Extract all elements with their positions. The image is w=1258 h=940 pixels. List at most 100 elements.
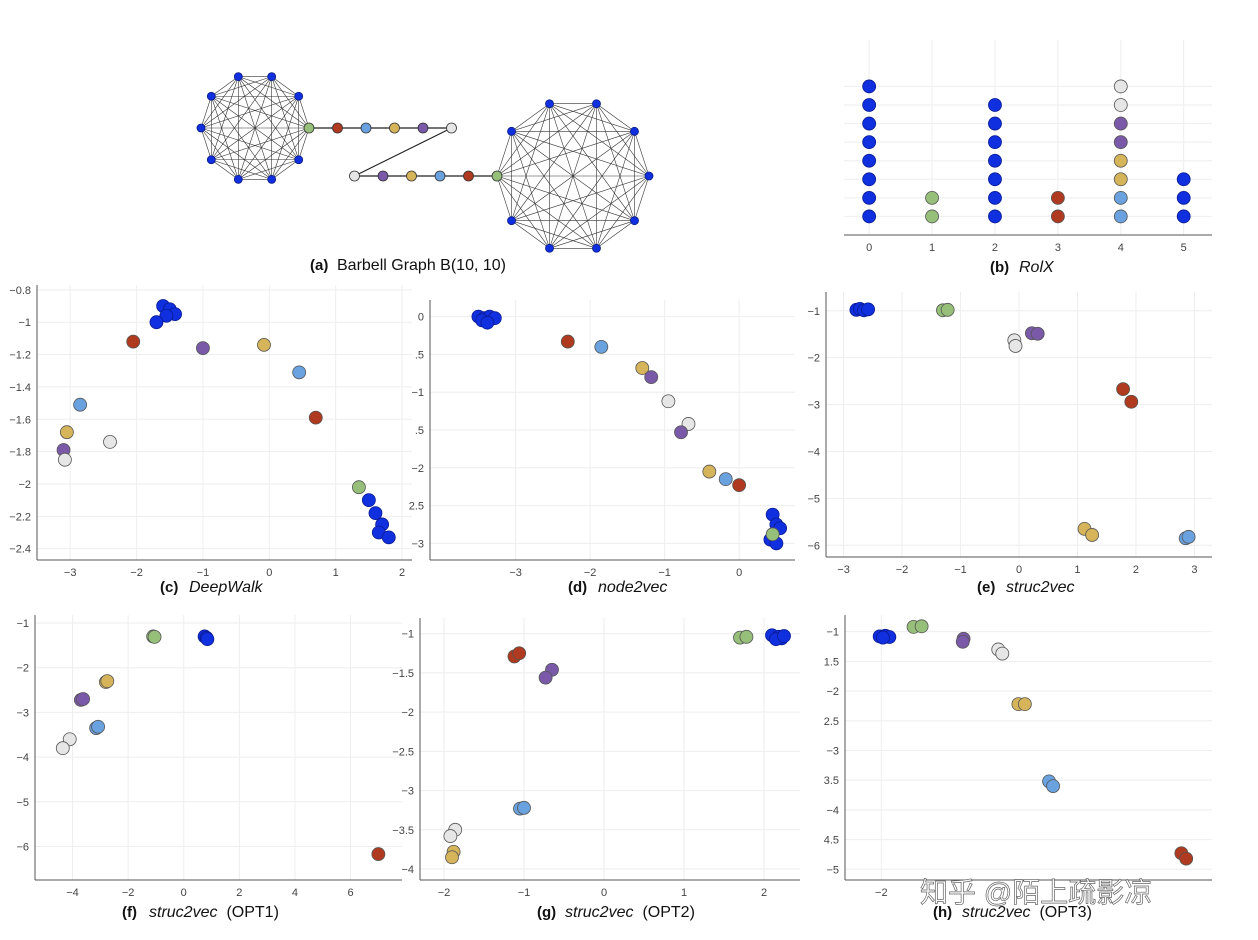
point-blue xyxy=(862,116,877,131)
clique-left-edge xyxy=(271,159,299,180)
point-white xyxy=(103,435,117,449)
point-gold xyxy=(1113,172,1128,187)
point-blue xyxy=(1176,190,1191,205)
panel-f-struc2vec-opt1-plot: −4 −2 0 2 4 6 −1 −2 −3 −4 −5 −6 xyxy=(16,615,402,899)
x-tick-label: 1 xyxy=(333,567,339,579)
path-bridge-edge xyxy=(354,127,452,177)
clique-right-edge xyxy=(549,131,635,249)
point-red xyxy=(560,334,575,349)
point-purple xyxy=(1113,135,1128,150)
point-blue xyxy=(862,135,877,150)
x-tick-label: 0 xyxy=(1016,564,1022,576)
point-blue xyxy=(862,79,877,94)
clique-right-edge xyxy=(511,103,550,132)
point-blue xyxy=(1176,209,1191,224)
caption-h-label: (h) xyxy=(933,904,952,921)
point-green xyxy=(739,629,754,644)
clique-right-edge xyxy=(496,103,550,177)
caption-a-title: Barbell Graph B(10, 10) xyxy=(337,257,506,274)
caption-h-suffix: (OPT3) xyxy=(1035,904,1092,921)
x-tick-label: 4 xyxy=(292,887,298,899)
clique-right-edge xyxy=(511,103,550,221)
clique-left-edge xyxy=(211,96,239,180)
clique-right-edge xyxy=(596,220,635,249)
point-lightblue xyxy=(1113,190,1128,205)
clique-left-edge xyxy=(200,96,212,129)
panel-e-struc2vec-plot: −3 −2 −1 0 1 2 3 −1 −2 −3 −4 −5 −6 xyxy=(807,292,1212,576)
clique-left-edge xyxy=(211,76,272,160)
clique-right-edge xyxy=(634,175,650,221)
point-blue xyxy=(361,493,376,508)
path-node-lightblue xyxy=(360,122,372,134)
clique-left-edge xyxy=(271,76,299,97)
point-blue xyxy=(988,209,1002,224)
y-tick-label: −2.5 xyxy=(392,746,414,758)
clique-right-node xyxy=(507,216,516,226)
caption-e-label: (e) xyxy=(977,579,995,596)
y-tick-label: −1.8 xyxy=(9,447,31,459)
y-tick-label: −0.8 xyxy=(9,285,31,297)
x-tick-label: −1 xyxy=(658,567,671,579)
point-lightblue xyxy=(1113,209,1128,224)
point-white xyxy=(55,741,70,756)
point-blue xyxy=(777,629,791,643)
y-tick-label: −4 xyxy=(826,805,839,817)
x-tick-label: 2 xyxy=(761,887,767,899)
point-blue xyxy=(862,153,877,168)
y-tick-label: −2 xyxy=(411,463,424,475)
point-green xyxy=(352,480,366,495)
clique-left-edge xyxy=(211,96,299,160)
caption-d: (d) node2vec xyxy=(568,579,667,596)
point-red xyxy=(1050,190,1065,205)
x-tick-label: −4 xyxy=(66,887,79,899)
panel-b-rolx-plot: 0 1 2 3 4 5 xyxy=(844,40,1212,254)
clique-right-node xyxy=(592,99,601,109)
y-tick-label: .5 xyxy=(415,425,424,437)
x-tick-label: 1 xyxy=(1074,564,1080,576)
y-tick-label: −3 xyxy=(411,538,424,550)
clique-left-edge xyxy=(271,76,299,160)
point-blue xyxy=(862,209,877,224)
clique-left-edge xyxy=(298,96,310,129)
caption-a-label: (a) xyxy=(310,257,328,274)
point-green xyxy=(765,527,780,542)
x-tick-label: 0 xyxy=(266,567,272,579)
x-tick-label: −3 xyxy=(64,567,77,579)
y-tick-label: −1.4 xyxy=(9,382,31,394)
clique-right-edge xyxy=(496,175,597,249)
y-tick-label: −4 xyxy=(807,446,820,458)
clique-right-edge xyxy=(496,175,512,221)
panel-h-struc2vec-opt3-plot: −2 −1 1.5 −2 2.5 −3 3.5 −4 4.5 −5 xyxy=(824,615,1212,899)
clique-left-edge xyxy=(238,127,310,180)
caption-f: (f) struc2vec (OPT1) xyxy=(122,904,279,921)
clique-right-edge xyxy=(549,175,650,249)
x-tick-label: −2 xyxy=(875,887,888,899)
y-tick-label: −5 xyxy=(16,797,29,809)
y-tick-label: −3 xyxy=(16,707,29,719)
caption-c: (c) DeepWalk xyxy=(160,579,264,596)
point-blue xyxy=(862,172,877,187)
point-white xyxy=(1113,79,1128,94)
y-tick-label: −1 xyxy=(807,306,820,318)
panel-d-node2vec-plot: −3 −2 −1 0 0 .5 −1 .5 −2 2.5 −3 xyxy=(409,300,795,579)
point-green xyxy=(914,619,929,634)
panel-c-deepwalk-plot: −3 −2 −1 0 1 2 −0.8 −1 −1.2 −1.4 −1.6 −1.8 −2 −2.2 −2.… xyxy=(9,285,412,579)
clique-left-edge xyxy=(238,76,310,129)
clique-right-edge xyxy=(511,131,550,249)
x-tick-label: −2 xyxy=(438,887,451,899)
y-tick-label: 1.5 xyxy=(824,656,839,668)
point-green xyxy=(925,190,939,205)
watermark: 知乎 @陌上疏影凉 xyxy=(920,877,1152,908)
clique-right-edge xyxy=(596,103,635,132)
x-tick-label: 2 xyxy=(236,887,242,899)
y-tick-label: −1.5 xyxy=(392,668,414,680)
x-tick-label: −3 xyxy=(837,564,850,576)
clique-right-edge xyxy=(634,131,650,177)
caption-g-suffix: (OPT2) xyxy=(638,904,695,921)
y-tick-label: −2 xyxy=(807,353,820,365)
point-blue xyxy=(988,98,1002,112)
y-tick-label: −2 xyxy=(18,479,31,491)
path-node-red xyxy=(332,122,343,134)
y-tick-label: −1 xyxy=(411,387,424,399)
